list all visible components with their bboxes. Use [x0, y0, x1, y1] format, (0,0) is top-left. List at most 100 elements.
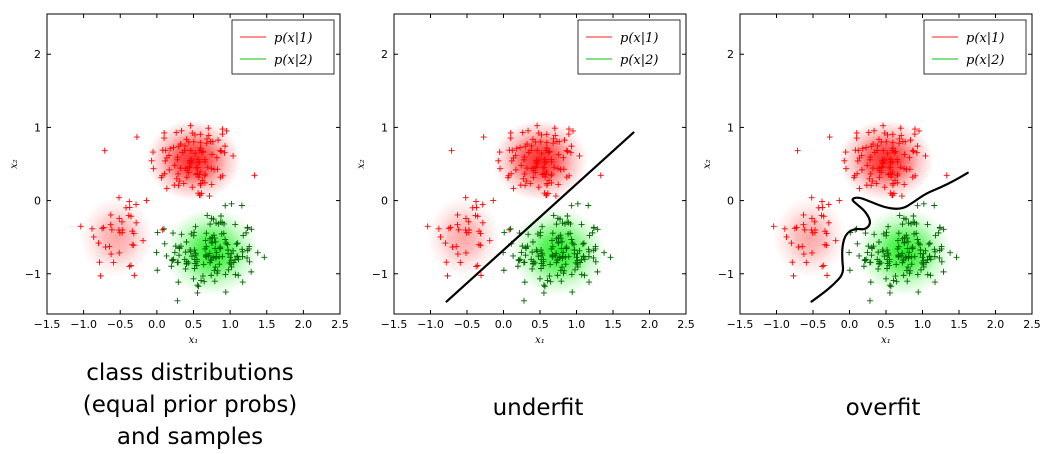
- sample-point-class2: [581, 256, 588, 263]
- sample-point-class2: [900, 257, 907, 264]
- x-tick-label: 1.5: [258, 318, 276, 331]
- sample-point-class1: [517, 144, 524, 151]
- sample-point-class1: [194, 164, 201, 171]
- sample-point-class2: [176, 252, 183, 259]
- sample-point-class2: [547, 261, 554, 268]
- plot-content: [77, 120, 268, 304]
- sample-point-class1: [854, 170, 861, 177]
- sample-point-class1: [858, 152, 865, 159]
- sample-point-class1: [868, 143, 875, 150]
- sample-point-class1: [462, 215, 469, 222]
- sample-point-class2: [607, 254, 614, 261]
- sample-point-class2: [207, 221, 214, 228]
- sample-point-class2: [555, 239, 562, 246]
- y-tick-label: 1: [34, 121, 41, 134]
- sample-point-class1: [161, 129, 168, 136]
- sample-point-class2: [892, 273, 899, 280]
- sample-point-class2: [193, 262, 200, 269]
- sample-point-class2: [578, 256, 585, 263]
- sample-point-class1: [543, 139, 550, 146]
- sample-point-class2: [181, 256, 188, 263]
- panel-underfit: −1.5 −1.0 −0.5 0.0 0.5 1.0 1.5 2.0 2.5 −1 0 1 2 x₁ x₂ p…: [356, 13, 695, 346]
- y-tick-label: 2: [34, 48, 41, 61]
- sample-point-class2: [521, 336, 527, 342]
- sample-point-class1: [208, 151, 215, 158]
- plot-content: [424, 120, 635, 342]
- sample-point-class1: [251, 172, 258, 179]
- sample-point-class1: [115, 194, 122, 201]
- sample-point-class2: [901, 239, 908, 246]
- sample-point-class1: [561, 137, 568, 144]
- sample-point-class2: [154, 267, 161, 274]
- sample-point-class1: [910, 148, 917, 155]
- sample-point-class1: [447, 224, 454, 231]
- sample-point-class2: [240, 232, 247, 239]
- sample-point-class1: [454, 211, 461, 218]
- sample-point-class1: [560, 166, 567, 173]
- sample-point-class1: [552, 193, 559, 200]
- sample-point-class2: [188, 230, 195, 237]
- sample-point-class2: [927, 256, 934, 263]
- x-tick-label: 0.0: [841, 318, 859, 331]
- sample-point-class2: [535, 253, 542, 260]
- sample-point-class2: [227, 254, 234, 261]
- sample-point-class1: [803, 259, 810, 266]
- sample-point-class2: [914, 236, 921, 243]
- sample-point-class2: [554, 215, 561, 222]
- sample-point-class2: [906, 270, 913, 277]
- sample-point-class2: [932, 232, 939, 239]
- sample-point-class1: [871, 127, 878, 134]
- sample-point-class1: [205, 132, 212, 139]
- sample-point-class2: [905, 255, 912, 262]
- sample-point-class1: [824, 272, 831, 279]
- sample-point-class1: [162, 157, 169, 164]
- sample-point-class2: [899, 250, 906, 257]
- sample-point-class2: [586, 279, 593, 286]
- sample-point-class1: [799, 243, 806, 250]
- y-tick-label: −1: [372, 268, 388, 281]
- sample-point-class1: [913, 149, 920, 156]
- sample-point-class2: [910, 219, 917, 226]
- sample-point-class1: [538, 150, 545, 157]
- sample-point-class2: [538, 265, 545, 272]
- sample-point-class1: [185, 169, 192, 176]
- sample-point-class2: [879, 246, 886, 253]
- sample-point-class1: [542, 174, 549, 181]
- legend-label: p(x|1): [966, 31, 1004, 46]
- sample-point-class1: [889, 139, 896, 146]
- sample-point-class1: [884, 131, 891, 138]
- sample-point-class2: [881, 253, 888, 260]
- sample-point-class1: [477, 242, 484, 249]
- sample-point-class1: [126, 198, 133, 205]
- sample-point-class2: [217, 244, 224, 251]
- sample-point-class1: [196, 159, 203, 166]
- sample-point-class1: [906, 166, 913, 173]
- sample-point-class1: [116, 249, 123, 256]
- sample-point-class1: [563, 174, 570, 181]
- sample-point-class1: [206, 193, 213, 200]
- sample-point-class1: [521, 154, 528, 161]
- sample-point-class1: [167, 145, 174, 152]
- sample-point-class1: [859, 145, 866, 152]
- sample-point-class2: [927, 272, 934, 279]
- sample-point-class2: [905, 220, 912, 227]
- sample-point-class2: [864, 249, 871, 256]
- sample-point-class2: [570, 241, 577, 248]
- y-tick-label: 0: [381, 195, 388, 208]
- sample-point-class1: [174, 154, 181, 161]
- sample-point-class2: [168, 256, 175, 263]
- sample-point-class2: [228, 257, 235, 264]
- sample-point-class2: [172, 243, 179, 250]
- sample-point-class1: [175, 143, 182, 150]
- sample-point-class1: [469, 204, 476, 211]
- sample-point-class1: [889, 159, 896, 166]
- sample-point-class2: [178, 243, 185, 250]
- sample-point-class1: [148, 157, 155, 164]
- sample-point-class1: [823, 242, 830, 249]
- sample-point-class1: [881, 184, 888, 191]
- sample-point-class1: [196, 192, 203, 199]
- sample-point-class2: [893, 261, 900, 268]
- sample-point-class1: [567, 149, 574, 156]
- sample-point-class1: [150, 165, 157, 172]
- sample-point-class1: [195, 174, 202, 181]
